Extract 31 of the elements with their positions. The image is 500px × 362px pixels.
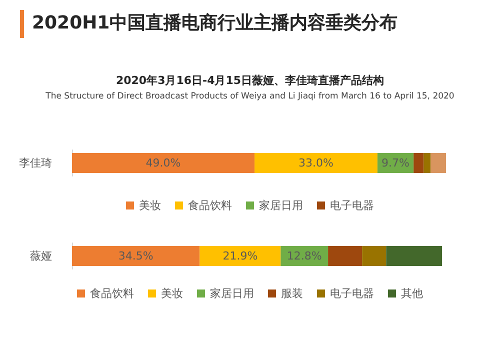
legend-label: 家居日用 (210, 287, 254, 300)
bar (414, 153, 424, 173)
bar (200, 246, 281, 266)
legend-label: 美妆 (161, 287, 183, 300)
bar (328, 246, 362, 266)
legend-label: 家居日用 (259, 199, 303, 212)
bar (254, 153, 378, 173)
chart-title: 2020H1中国直播电商行业主播内容垂类分布 (32, 12, 398, 34)
data-label: 12.8% (286, 250, 322, 262)
y-tick-label: 李佳琦 (19, 156, 52, 170)
bar (72, 153, 255, 173)
data-label: 49.0% (146, 156, 181, 170)
text: The Structure of Direct Broadcast Products of Weiya and Li Jiaqi from March 16 to April 15, 2020 (44, 92, 454, 102)
bar (362, 246, 386, 266)
data-label: 33.0% (298, 156, 334, 170)
data-label: 34.5% (118, 250, 154, 262)
legend-label: 服装 (281, 287, 303, 300)
y-tick-label: 薇娅 (30, 250, 52, 262)
bar (424, 153, 431, 173)
bar (386, 246, 442, 266)
chart-subtitle: 2020年3月16日-4月15日薇娅、李佳琦直播产品结构 (116, 74, 384, 87)
legend-label: 美妆 (139, 199, 161, 212)
data-label: 9.7% (382, 156, 410, 170)
legend-label: 食品饮料 (90, 287, 134, 300)
legend-label: 其他 (401, 287, 423, 300)
legend-label: 电子电器 (330, 287, 374, 300)
data-label: 21.9% (222, 250, 258, 262)
legend-label: 电子电器 (330, 199, 374, 212)
bar (72, 246, 200, 266)
legend-label: 食品饮料 (188, 199, 232, 212)
bar (430, 153, 446, 173)
